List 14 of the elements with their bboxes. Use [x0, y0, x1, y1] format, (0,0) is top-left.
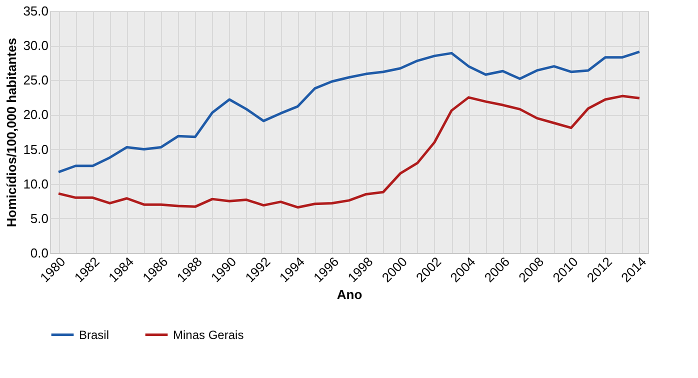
line-series — [57, 94, 641, 209]
x-axis-title: Ano — [336, 287, 362, 302]
y-tick-label: 25.0 — [23, 72, 48, 88]
legend-label: Minas Gerais — [173, 328, 244, 342]
y-tick-label: 30.0 — [23, 38, 48, 54]
y-tick-label: 10.0 — [23, 176, 48, 192]
y-tick-label: 20.0 — [23, 107, 48, 122]
y-tick-label: 35.0 — [23, 4, 48, 18]
y-axis-title: Homicídios/100,000 habitantes — [4, 38, 20, 228]
y-tick-label: 5.0 — [30, 210, 48, 226]
legend-label: Brasil — [79, 328, 110, 342]
line-series — [57, 50, 641, 174]
y-tick-label: 15.0 — [23, 142, 48, 157]
y-tick-label: 0.0 — [30, 246, 48, 260]
